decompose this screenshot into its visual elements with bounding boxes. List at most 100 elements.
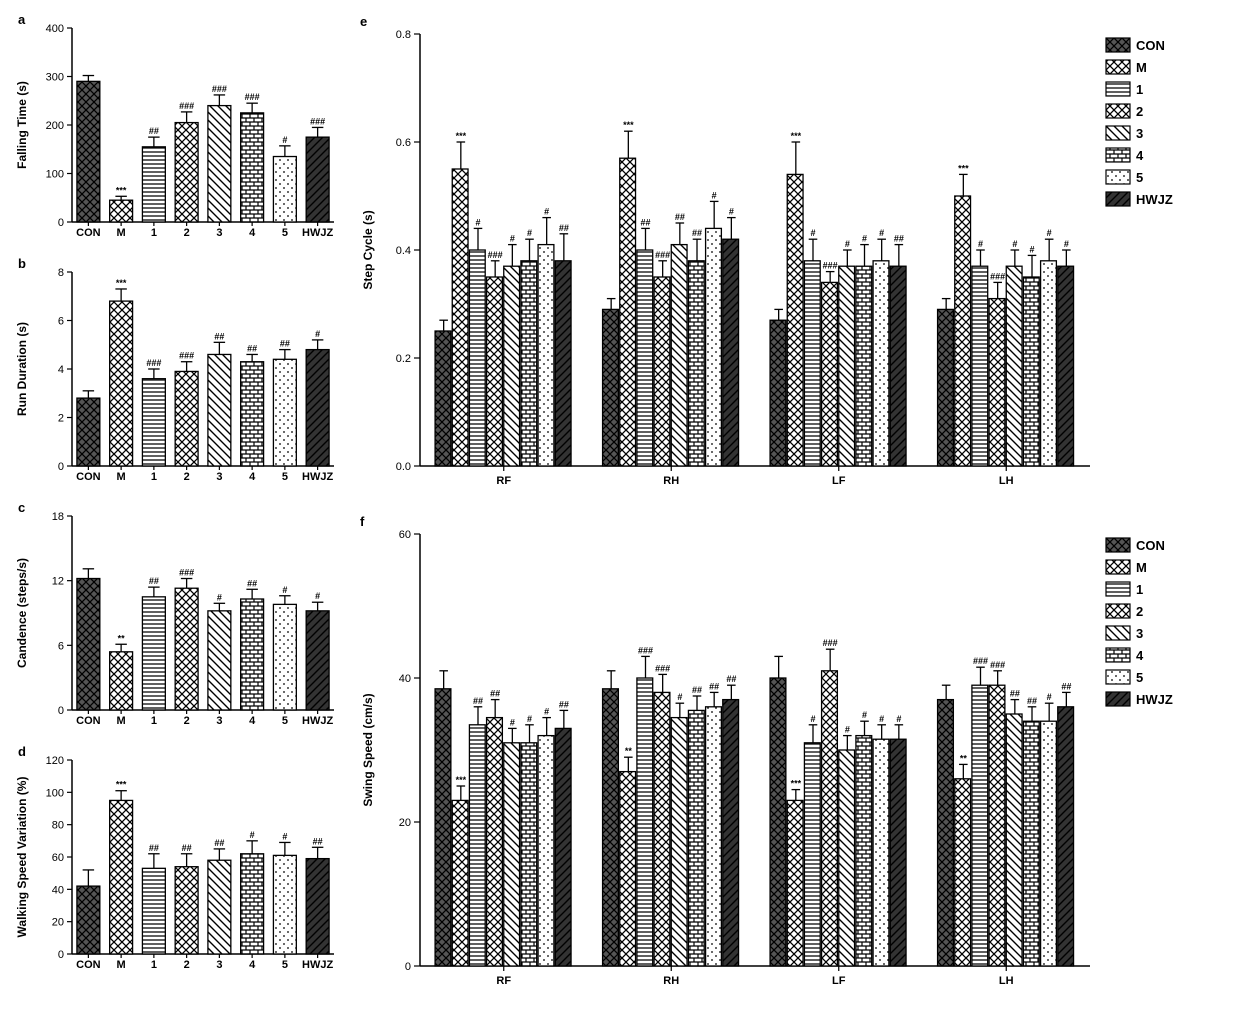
bar-RF-CON <box>435 331 451 466</box>
svg-text:0.2: 0.2 <box>396 353 411 365</box>
bar-LH-M <box>955 779 971 966</box>
svg-text:###: ### <box>990 271 1005 281</box>
bar-LF-4 <box>856 266 872 466</box>
bar-RH-2 <box>654 692 670 966</box>
svg-text:***: *** <box>791 131 802 141</box>
svg-text:##: ## <box>149 126 159 136</box>
bar-HWJZ <box>306 859 329 954</box>
svg-text:Swing Speed (cm/s): Swing Speed (cm/s) <box>361 693 375 806</box>
panel-f-chart: f0204060Swing Speed (cm/s)***#########RF… <box>350 510 1240 1000</box>
svg-text:##: ## <box>149 843 159 853</box>
bar-1 <box>142 147 165 222</box>
svg-text:4: 4 <box>249 227 256 239</box>
bar-RF-3 <box>504 743 520 966</box>
bar-LH-5 <box>1041 261 1057 466</box>
legend-swatch-CON <box>1106 538 1130 552</box>
svg-text:2: 2 <box>184 715 190 727</box>
svg-text:#: # <box>862 234 867 244</box>
bar-LF-3 <box>839 750 855 966</box>
svg-text:#: # <box>1012 239 1017 249</box>
bar-CON <box>77 886 100 954</box>
svg-text:#: # <box>712 190 717 200</box>
bar-1 <box>142 379 165 466</box>
svg-text:#: # <box>879 714 884 724</box>
svg-text:***: *** <box>791 779 802 789</box>
svg-text:#: # <box>810 228 815 238</box>
svg-text:##: ## <box>247 578 257 588</box>
svg-text:***: *** <box>456 131 467 141</box>
bar-LF-1 <box>804 743 820 966</box>
svg-text:18: 18 <box>52 511 64 523</box>
svg-text:##: ## <box>726 674 736 684</box>
svg-text:**: ** <box>118 633 126 643</box>
bar-RH-HWJZ <box>723 239 739 466</box>
bar-RH-CON <box>603 689 619 966</box>
panel-label: c <box>18 500 25 515</box>
bar-LF-M <box>787 800 803 966</box>
bar-RF-3 <box>504 266 520 466</box>
svg-text:#: # <box>729 207 734 217</box>
bar-5 <box>273 157 296 222</box>
legend-swatch-CON <box>1106 38 1130 52</box>
bar-5 <box>273 855 296 954</box>
svg-text:#: # <box>1064 239 1069 249</box>
bar-LH-2 <box>989 299 1005 466</box>
bar-CON <box>77 579 100 710</box>
svg-text:###: ### <box>488 250 503 260</box>
bar-CON <box>77 81 100 222</box>
svg-text:4: 4 <box>249 471 256 483</box>
legend-swatch-1 <box>1106 82 1130 96</box>
svg-text:5: 5 <box>282 959 288 971</box>
svg-text:##: ## <box>559 223 569 233</box>
svg-text:HWJZ: HWJZ <box>302 715 333 727</box>
svg-text:CON: CON <box>76 227 101 239</box>
panel-label: d <box>18 744 26 759</box>
svg-text:3: 3 <box>216 471 222 483</box>
panel-a: a0100200300400Falling Time (s)CON***M##1… <box>10 10 350 250</box>
bar-LH-HWJZ <box>1058 266 1074 466</box>
bar-LF-2 <box>822 671 838 966</box>
legend-swatch-5 <box>1106 670 1130 684</box>
bar-LH-4 <box>1023 277 1039 466</box>
svg-text:#: # <box>845 725 850 735</box>
bar-LH-2 <box>989 685 1005 966</box>
svg-text:Candence (steps/s): Candence (steps/s) <box>15 558 29 668</box>
bar-LH-3 <box>1006 714 1022 966</box>
panel-b: b02468Run Duration (s)CON***M###1###2##3… <box>10 254 350 494</box>
bar-RF-1 <box>469 725 485 966</box>
svg-text:###: ### <box>179 351 194 361</box>
bar-HWJZ <box>306 611 329 710</box>
legend-label-1: 1 <box>1136 82 1143 97</box>
svg-text:CON: CON <box>76 471 101 483</box>
svg-text:#: # <box>315 329 320 339</box>
svg-text:RH: RH <box>663 475 679 487</box>
svg-text:0.4: 0.4 <box>396 245 411 257</box>
svg-text:80: 80 <box>52 820 64 832</box>
bar-RF-CON <box>435 689 451 966</box>
svg-text:##: ## <box>1061 681 1071 691</box>
legend-label-HWJZ: HWJZ <box>1136 192 1173 207</box>
svg-text:0.0: 0.0 <box>396 461 411 473</box>
legend-label-4: 4 <box>1136 148 1144 163</box>
bar-LH-3 <box>1006 266 1022 466</box>
bar-RH-3 <box>671 718 687 966</box>
svg-text:RF: RF <box>496 975 511 987</box>
bar-LH-CON <box>938 309 954 466</box>
legend-swatch-M <box>1106 60 1130 74</box>
svg-text:20: 20 <box>52 917 64 929</box>
bar-4 <box>241 362 264 466</box>
svg-text:4: 4 <box>249 715 256 727</box>
svg-text:1: 1 <box>151 227 157 239</box>
legend-label-M: M <box>1136 60 1147 75</box>
svg-text:#: # <box>527 228 532 238</box>
svg-text:LH: LH <box>999 975 1014 987</box>
bar-LH-HWJZ <box>1058 707 1074 966</box>
svg-text:##: ## <box>559 699 569 709</box>
svg-text:120: 120 <box>46 755 64 767</box>
svg-text:###: ### <box>212 84 227 94</box>
panel-d: d020406080100120Walking Speed Variation … <box>10 742 350 982</box>
svg-text:HWJZ: HWJZ <box>302 227 333 239</box>
svg-text:#: # <box>845 239 850 249</box>
svg-text:Run Duration (s): Run Duration (s) <box>15 322 29 416</box>
bar-RH-5 <box>706 228 722 466</box>
